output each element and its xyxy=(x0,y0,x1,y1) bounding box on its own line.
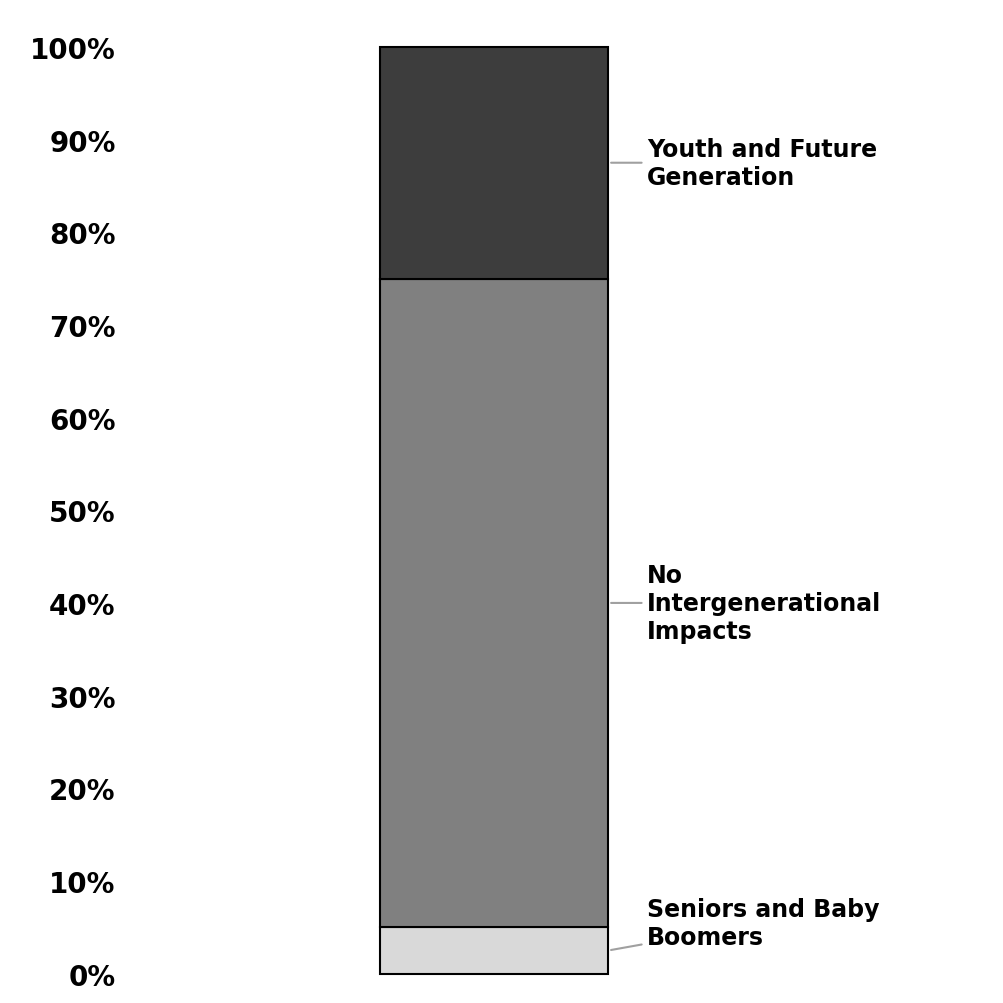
Bar xyxy=(379,928,608,974)
Text: Seniors and Baby
Boomers: Seniors and Baby Boomers xyxy=(611,897,879,950)
Text: Youth and Future
Generation: Youth and Future Generation xyxy=(611,137,877,190)
Bar xyxy=(379,279,608,928)
Text: No
Intergenerational
Impacts: No Intergenerational Impacts xyxy=(611,564,881,643)
Bar xyxy=(379,48,608,279)
